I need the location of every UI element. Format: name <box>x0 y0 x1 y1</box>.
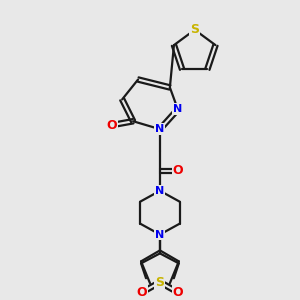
Text: O: O <box>172 286 183 299</box>
Text: O: O <box>137 286 147 299</box>
Text: N: N <box>155 230 165 239</box>
Text: O: O <box>106 119 117 132</box>
Text: N: N <box>155 186 165 196</box>
Text: N: N <box>155 124 165 134</box>
Text: N: N <box>173 104 182 114</box>
Text: S: S <box>190 23 199 36</box>
Text: O: O <box>172 164 183 177</box>
Text: S: S <box>155 276 164 289</box>
